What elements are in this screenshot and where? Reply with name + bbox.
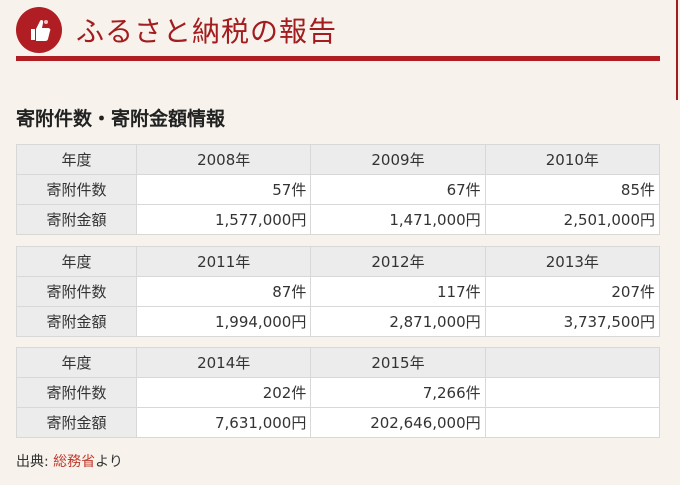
- row-label: 寄附金額: [16, 204, 137, 235]
- amount-cell: [484, 407, 661, 438]
- year-cell: 2013年: [484, 246, 661, 277]
- page-title: ふるさと納税の報告: [76, 15, 338, 48]
- year-cell: [484, 347, 661, 378]
- amount-cell: 3,737,500円: [484, 306, 661, 337]
- year-cell: 2008年: [135, 144, 312, 175]
- source-suffix: より: [95, 454, 123, 470]
- source-prefix: 出典:: [16, 454, 54, 470]
- row-label: 寄附件数: [16, 377, 137, 408]
- right-edge-border: [676, 0, 678, 100]
- table-header-row: 年度 2011年 2012年 2013年: [16, 246, 661, 277]
- section-title: 寄附件数・寄附金額情報: [16, 108, 226, 130]
- count-cell: 202件: [135, 377, 312, 408]
- table-header-row: 年度 2008年 2009年 2010年: [16, 144, 661, 175]
- amount-cell: 1,471,000円: [310, 204, 486, 235]
- year-cell: 2012年: [310, 246, 486, 277]
- year-cell: 2009年: [310, 144, 486, 175]
- donation-table-2008-2010: 年度 2008年 2009年 2010年 寄附件数 57件 67件 85件 寄附…: [16, 144, 661, 235]
- header: ふるさと納税の報告: [16, 2, 660, 58]
- logo-thumbs-up-icon[interactable]: [16, 7, 62, 53]
- count-cell: 7,266件: [310, 377, 486, 408]
- header-divider: [16, 56, 660, 61]
- source-note: 出典: 総務省より: [16, 451, 123, 471]
- table-row-count: 寄附件数 57件 67件 85件: [16, 174, 661, 205]
- source-link[interactable]: 総務省: [53, 454, 96, 470]
- year-cell: 2010年: [484, 144, 661, 175]
- amount-cell: 7,631,000円: [135, 407, 312, 438]
- count-cell: 57件: [135, 174, 312, 205]
- table-row-count: 寄附件数 202件 7,266件: [16, 377, 661, 408]
- count-cell: [484, 377, 661, 408]
- year-label: 年度: [16, 347, 137, 378]
- amount-cell: 2,501,000円: [484, 204, 661, 235]
- donation-table-2014-2015: 年度 2014年 2015年 寄附件数 202件 7,266件 寄附金額 7,6…: [16, 347, 661, 438]
- table-row-count: 寄附件数 87件 117件 207件: [16, 276, 661, 307]
- year-label: 年度: [16, 144, 137, 175]
- donation-table-2011-2013: 年度 2011年 2012年 2013年 寄附件数 87件 117件 207件 …: [16, 246, 661, 337]
- count-cell: 85件: [484, 174, 661, 205]
- row-label: 寄附件数: [16, 276, 137, 307]
- thumbs-up-icon: [31, 19, 51, 41]
- year-cell: 2011年: [135, 246, 312, 277]
- year-cell: 2014年: [135, 347, 312, 378]
- year-label: 年度: [16, 246, 137, 277]
- count-cell: 117件: [310, 276, 486, 307]
- row-label: 寄附金額: [16, 306, 137, 337]
- count-cell: 207件: [484, 276, 661, 307]
- amount-cell: 1,994,000円: [135, 306, 312, 337]
- year-cell: 2015年: [310, 347, 486, 378]
- row-label: 寄附件数: [16, 174, 137, 205]
- row-label: 寄附金額: [16, 407, 137, 438]
- table-row-amount: 寄附金額 7,631,000円 202,646,000円: [16, 407, 661, 438]
- count-cell: 87件: [135, 276, 312, 307]
- count-cell: 67件: [310, 174, 486, 205]
- table-header-row: 年度 2014年 2015年: [16, 347, 661, 378]
- amount-cell: 2,871,000円: [310, 306, 486, 337]
- table-row-amount: 寄附金額 1,577,000円 1,471,000円 2,501,000円: [16, 204, 661, 235]
- table-row-amount: 寄附金額 1,994,000円 2,871,000円 3,737,500円: [16, 306, 661, 337]
- amount-cell: 1,577,000円: [135, 204, 312, 235]
- amount-cell: 202,646,000円: [310, 407, 486, 438]
